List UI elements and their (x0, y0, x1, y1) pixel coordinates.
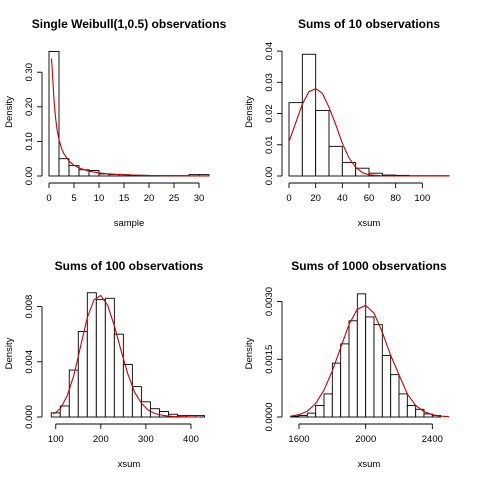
x-tick-label: 100 (48, 434, 64, 445)
y-axis-label: Density (244, 96, 255, 128)
histogram-bar (301, 53, 317, 177)
chart-title: Sums of 1000 observations (291, 259, 447, 273)
y-axis-label: Density (4, 96, 15, 128)
y-tick-label: 0.00 (24, 167, 35, 186)
chart-title: Single Weibull(1,0.5) observations (32, 17, 227, 31)
x-tick-label: 25 (169, 193, 180, 204)
density-curve (50, 58, 209, 177)
x-tick-label: 1600 (288, 434, 309, 445)
histogram-bar (415, 408, 425, 418)
histogram-bar (77, 330, 88, 418)
x-axis-label: xsum (358, 459, 381, 470)
histogram-bar (340, 343, 350, 418)
y-tick-label: 0.03 (264, 73, 275, 92)
y-tick-label: 0.0000 (264, 402, 275, 431)
x-tick-label: 10 (94, 193, 105, 204)
y-tick-label: 0.20 (24, 98, 35, 117)
x-tick-label: 40 (337, 193, 348, 204)
x-tick-label: 20 (310, 193, 321, 204)
histogram-bar (59, 405, 70, 418)
density-curve (290, 304, 450, 418)
x-tick-label: 0 (286, 193, 291, 204)
x-tick-label: 30 (194, 193, 205, 204)
histogram-bar (328, 145, 343, 177)
panel-sums-of-1000: Sums of 1000 observations 1600 2000 2400 xsu… (244, 259, 450, 470)
panel-sums-of-100: Sums of 100 observations 100 200 300 400 xsum… (4, 259, 205, 470)
histogram-bar (365, 316, 375, 418)
histogram-bar (113, 333, 124, 418)
histogram-bar (373, 324, 383, 418)
x-tick-label: 300 (138, 434, 154, 445)
x-tick-label: 60 (364, 193, 375, 204)
y-tick-label: 0.000 (24, 405, 35, 429)
histogram-bar (315, 405, 325, 418)
histogram-bar (348, 320, 358, 418)
histogram-bar (390, 374, 400, 418)
y-tick-label: 0.0030 (264, 287, 275, 316)
x-tick-label: 0 (46, 193, 51, 204)
histogram-bar (331, 362, 342, 418)
histogram-bar (104, 297, 115, 418)
histogram-bar (95, 299, 106, 418)
y-tick-label: 0.004 (24, 350, 35, 374)
x-axis-label: xsum (358, 218, 381, 229)
chart-title: Sums of 100 observations (55, 259, 204, 273)
histogram-bar (406, 405, 417, 418)
y-tick-label: 0.0015 (264, 345, 275, 374)
x-axis-label: sample (114, 218, 145, 229)
histogram-bar (398, 393, 408, 418)
panel-sums-of-10: Sums of 10 observations 0 20 40 60 80 100 xsum 0… (244, 17, 450, 229)
x-tick-label: 80 (390, 193, 401, 204)
histogram-bar (306, 412, 317, 418)
histogram-bar (48, 51, 60, 177)
x-tick-label: 100 (414, 193, 430, 204)
x-tick-label: 15 (119, 193, 130, 204)
histogram-bar (323, 393, 333, 418)
histogram-bar (315, 109, 330, 177)
y-axis-label: Density (244, 337, 255, 369)
histogram-bar (288, 102, 303, 177)
x-tick-label: 20 (144, 193, 155, 204)
histogram-bar (298, 415, 308, 418)
y-tick-label: 0.04 (264, 42, 275, 61)
y-tick-label: 0.30 (24, 63, 35, 82)
chart-title: Sums of 10 observations (298, 17, 440, 31)
y-axis-label: Density (4, 337, 15, 369)
histogram-bar (86, 292, 97, 418)
x-axis-label: xsum (118, 459, 141, 470)
x-tick-label: 2400 (422, 434, 443, 445)
y-tick-label: 0.01 (264, 136, 275, 155)
x-tick-label: 5 (71, 193, 76, 204)
panel-single-weibull: Single Weibull(1,0.5) observations 0 5 10 15… (4, 17, 227, 229)
y-tick-label: 0.008 (24, 295, 35, 319)
y-tick-label: 0.10 (24, 132, 35, 151)
histogram-bar (50, 412, 61, 418)
density-curve (53, 294, 201, 418)
x-tick-label: 2000 (355, 434, 376, 445)
x-tick-label: 400 (183, 434, 199, 445)
histogram-bar (58, 158, 70, 177)
histogram-bar (356, 293, 367, 418)
y-tick-label: 0.00 (264, 167, 275, 186)
histogram-bar (381, 354, 392, 418)
density-curve (288, 87, 449, 177)
x-tick-label: 200 (93, 434, 109, 445)
y-tick-label: 0.02 (264, 104, 275, 123)
histogram-bar (149, 408, 160, 418)
